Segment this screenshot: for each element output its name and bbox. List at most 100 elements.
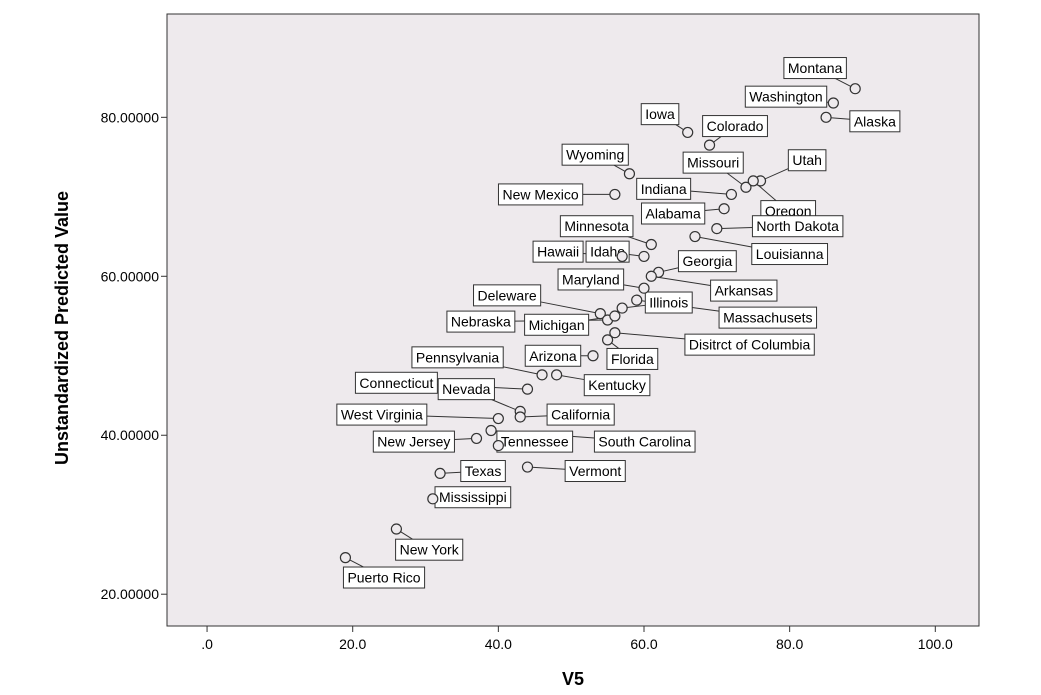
- point-label-text: Tennessee: [501, 434, 569, 450]
- data-point: [718, 203, 730, 215]
- point-label-text: Massachusets: [723, 310, 812, 326]
- data-point: [492, 412, 504, 425]
- point-label-box: [561, 143, 629, 166]
- point-label-box: [411, 346, 504, 369]
- point-label-text: Colorado: [707, 118, 764, 134]
- point-label-box: [372, 430, 455, 453]
- point-label-box: [640, 103, 680, 126]
- data-point: [682, 126, 694, 139]
- data-point: [601, 334, 614, 346]
- axis-ticks: .0 20.0 40.0 60.0 80.0 100.0 20.00000 40.00000 6…: [101, 109, 953, 652]
- point-label: Arizona: [524, 344, 582, 367]
- point-label: Disitrct of Columbia: [684, 333, 815, 356]
- point-label-text: South Carolina: [598, 434, 691, 450]
- x-tick-label: 20.0: [339, 636, 366, 652]
- point-label-box: [593, 430, 696, 453]
- point-label-box: [446, 310, 516, 333]
- point-label-text: Nebraska: [451, 314, 511, 330]
- point-label: South Carolina: [593, 430, 696, 453]
- y-axis-title: Unstandardized Predicted Value: [52, 191, 72, 465]
- data-point: [587, 350, 599, 362]
- point-label-text: Louisianna: [756, 246, 824, 262]
- point-label: North Dakota: [751, 215, 844, 238]
- point-label-text: Alabama: [646, 205, 701, 221]
- leader-line: [614, 332, 685, 340]
- point-label-text: Missouri: [687, 155, 739, 171]
- point-label-box: [460, 460, 506, 483]
- point-label: Montana: [783, 57, 847, 80]
- point-label-text: Washington: [749, 89, 822, 105]
- point-label: Arkansas: [710, 279, 778, 302]
- point-label: Utah: [787, 149, 827, 172]
- point-label-text: Alaska: [854, 113, 896, 129]
- point-label-box: [787, 149, 827, 172]
- point-label-text: Nevada: [442, 381, 490, 397]
- point-label-box: [564, 460, 626, 483]
- point-label: Kentucky: [583, 374, 651, 397]
- point-label: Minnesota: [559, 215, 634, 238]
- leader-line: [426, 415, 499, 420]
- point-label-text: New York: [400, 542, 460, 558]
- data-point: [725, 188, 737, 201]
- point-label-text: West Virginia: [341, 407, 423, 423]
- point-label-box: [583, 374, 651, 397]
- point-label: Colorado: [702, 115, 768, 138]
- point-label-box: [437, 378, 495, 401]
- point-label-text: Utah: [792, 152, 822, 168]
- point-label-text: Idaho: [590, 244, 625, 260]
- leader-line: [651, 275, 711, 286]
- point-label-text: Vermont: [569, 463, 621, 479]
- point-label: Illinois: [644, 291, 693, 314]
- data-point: [703, 139, 716, 151]
- x-tick-label: .0: [201, 636, 213, 652]
- data-point: [485, 424, 497, 437]
- point-label-box: [336, 403, 428, 426]
- data-point: [740, 181, 752, 193]
- point-label-box: [606, 347, 659, 370]
- point-label: Tennessee: [496, 430, 574, 453]
- point-label-text: North Dakota: [756, 218, 839, 234]
- point-label-box: [497, 183, 584, 206]
- point-label-box: [751, 215, 844, 238]
- x-tick-label: 80.0: [776, 636, 803, 652]
- point-label-box: [524, 344, 582, 367]
- point-label-text: Disitrct of Columbia: [689, 337, 811, 353]
- data-point: [638, 250, 650, 263]
- point-label: Georgia: [677, 250, 737, 273]
- data-point: [390, 523, 402, 535]
- data-point: [609, 188, 621, 201]
- data-point: [747, 175, 759, 187]
- point-label-text: Iowa: [645, 106, 675, 122]
- data-point: [492, 439, 504, 452]
- data-point: [339, 552, 352, 564]
- point-label: New York: [395, 538, 464, 561]
- point-label: Texas: [460, 460, 506, 483]
- point-label: Missouri: [682, 151, 744, 174]
- data-point: [434, 467, 446, 479]
- point-label-text: Florida: [611, 351, 654, 367]
- point-label-text: New Jersey: [377, 434, 450, 450]
- point-label-text: Puerto Rico: [347, 570, 420, 586]
- data-points: [339, 83, 861, 564]
- point-label: Connecticut: [354, 371, 438, 394]
- data-point: [827, 97, 839, 109]
- x-axis-title: V5: [562, 669, 584, 689]
- point-label-text: Michigan: [529, 317, 585, 333]
- point-label-box: [636, 177, 692, 200]
- point-label: New Mexico: [497, 183, 584, 206]
- point-label-text: Illinois: [649, 295, 688, 311]
- data-point: [616, 302, 628, 314]
- leader-line: [527, 466, 566, 470]
- leader-line: [540, 301, 601, 315]
- data-point: [623, 168, 636, 180]
- data-point: [711, 222, 723, 235]
- point-label-box: [702, 115, 768, 138]
- x-tick-label: 40.0: [485, 636, 512, 652]
- point-label-text: New Mexico: [502, 186, 578, 202]
- point-label-box: [684, 333, 815, 356]
- point-label: Indiana: [636, 177, 692, 200]
- point-label-text: Arizona: [529, 348, 577, 364]
- point-label: West Virginia: [336, 403, 428, 426]
- point-label-text: Oregon: [765, 203, 812, 219]
- point-label: Mississippi: [434, 486, 512, 509]
